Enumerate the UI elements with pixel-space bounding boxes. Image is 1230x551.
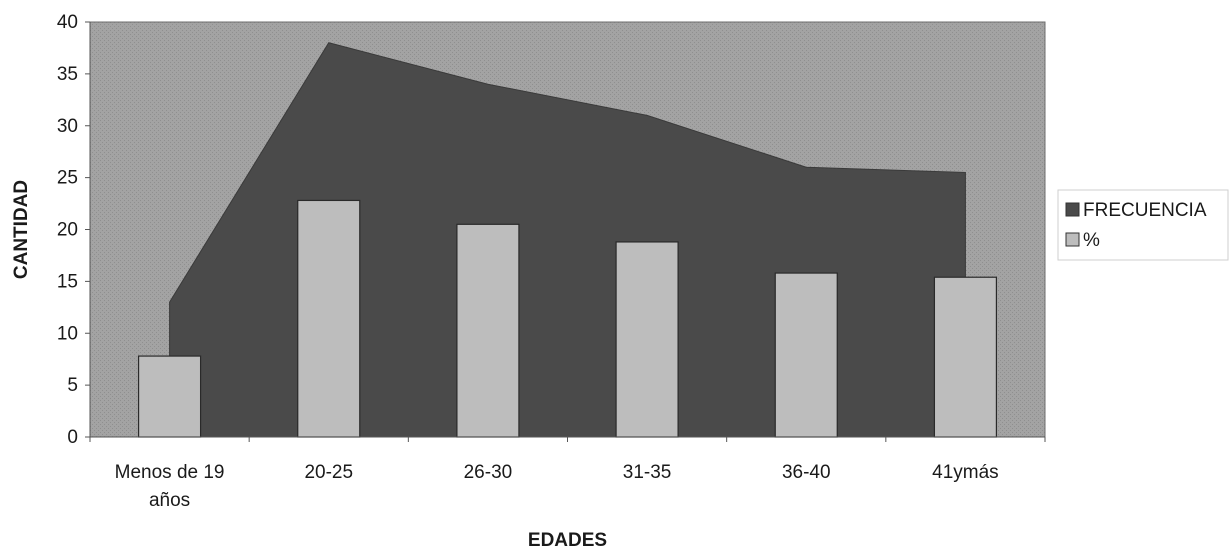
legend-swatch: [1065, 232, 1080, 247]
bar-porcentaje: [456, 223, 520, 438]
bar-porcentaje: [137, 355, 202, 438]
x-category-label: 31-35: [623, 462, 672, 483]
y-tick-label: 35: [57, 64, 78, 85]
legend-label: %: [1083, 230, 1100, 251]
y-tick-label: 15: [57, 271, 78, 292]
y-tick-label: 25: [57, 168, 78, 189]
bar-porcentaje: [933, 276, 998, 438]
y-tick-label: 40: [57, 12, 78, 33]
x-category-label: Menos de 19 años: [115, 462, 225, 511]
legend-label: FRECUENCIA: [1083, 200, 1207, 221]
y-axis-title: CANTIDAD: [11, 180, 32, 279]
x-category-label: 20-25: [304, 462, 353, 483]
legend: FRECUENCIA%: [1057, 189, 1229, 261]
x-category-label: 41ymás: [932, 462, 999, 483]
bar-porcentaje: [615, 241, 679, 438]
x-category-label: 26-30: [464, 462, 513, 483]
y-tick-label: 0: [67, 427, 78, 448]
x-category-label: 36-40: [782, 462, 831, 483]
bar-porcentaje: [774, 272, 838, 438]
x-axis-title: EDADES: [528, 530, 607, 551]
y-tick-label: 10: [57, 323, 78, 344]
y-tick-label: 20: [57, 220, 78, 241]
y-tick-label: 30: [57, 116, 78, 137]
bar-porcentaje: [297, 199, 361, 438]
legend-swatch: [1065, 202, 1080, 217]
y-tick-label: 5: [67, 375, 78, 396]
legend-frame: [1057, 189, 1229, 261]
